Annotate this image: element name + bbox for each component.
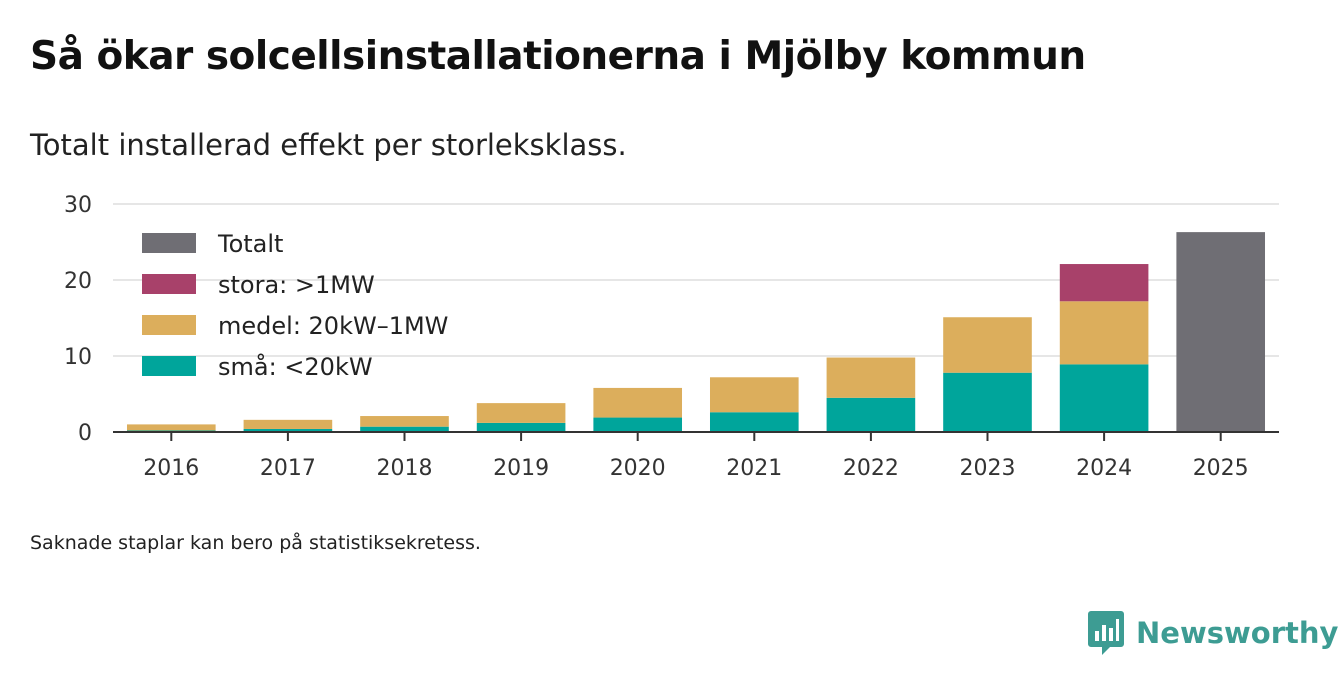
bar-2016-medel xyxy=(126,424,216,431)
bar-2021-små xyxy=(709,412,799,432)
x-tick-label: 2024 xyxy=(1076,456,1132,481)
legend-label: Totalt xyxy=(217,230,283,258)
bar-2025-totalt xyxy=(1176,232,1266,432)
bar-2019-medel xyxy=(476,403,566,423)
x-tick-label: 2023 xyxy=(960,456,1016,481)
x-tick-label: 2020 xyxy=(610,456,666,481)
x-tick-label: 2021 xyxy=(726,456,782,481)
legend-swatch xyxy=(142,356,196,376)
x-tick-label: 2022 xyxy=(843,456,899,481)
bar-2017-medel xyxy=(243,419,333,429)
footnote: Saknade staplar kan bero på statistiksek… xyxy=(30,532,481,554)
newsworthy-logo-icon xyxy=(1088,611,1124,655)
legend-swatch xyxy=(142,274,196,294)
bar-2022-medel xyxy=(826,357,916,398)
x-tick-label: 2025 xyxy=(1193,456,1249,481)
legend-swatch xyxy=(142,233,196,253)
axes: 0 10 20 30 2016 2017 2018 2019 2020 2021 2022 2023 2… xyxy=(64,193,1279,481)
legend-swatch xyxy=(142,315,196,335)
bar-2019-små xyxy=(476,422,566,432)
bar-2017-små xyxy=(243,428,333,432)
brand-name: Newsworthy xyxy=(1136,616,1339,650)
stacked-bar-chart: 0 10 20 30 2016 2017 2018 2019 2020 2021 2022 2023 2… xyxy=(64,193,1279,481)
legend: Totalt stora: >1MW medel: 20kW–1MW små: <20… xyxy=(142,230,448,381)
bar-2020-små xyxy=(593,417,683,432)
bar-2023-små xyxy=(943,372,1032,432)
y-tick-label: 10 xyxy=(64,345,92,370)
x-tick-label: 2016 xyxy=(143,456,199,481)
brand-logo: Newsworthy xyxy=(1088,610,1338,656)
legend-label: små: <20kW xyxy=(218,352,373,381)
y-tick-label: 0 xyxy=(78,421,92,446)
bar-2022-små xyxy=(826,397,916,432)
x-tick-label: 2017 xyxy=(260,456,316,481)
bar-2023-medel xyxy=(943,317,1032,373)
bar-2024-stora xyxy=(1059,264,1149,302)
bar-2020-medel xyxy=(593,387,683,418)
bar-2021-medel xyxy=(709,377,799,413)
bar-2018-medel xyxy=(360,416,449,427)
bar-2018-små xyxy=(360,426,449,432)
bar-2024-medel xyxy=(1059,301,1149,365)
bars xyxy=(126,232,1266,432)
legend-label: stora: >1MW xyxy=(218,271,375,299)
x-tick-label: 2018 xyxy=(377,456,433,481)
chart-subtitle: Totalt installerad effekt per storlekskl… xyxy=(30,128,627,162)
bar-2024-små xyxy=(1059,364,1149,432)
x-tick-label: 2019 xyxy=(493,456,549,481)
y-tick-label: 20 xyxy=(64,269,92,294)
chart-title: Så ökar solcellsinstallationerna i Mjölb… xyxy=(30,34,1086,79)
y-tick-label: 30 xyxy=(64,193,92,218)
legend-label: medel: 20kW–1MW xyxy=(218,312,448,340)
